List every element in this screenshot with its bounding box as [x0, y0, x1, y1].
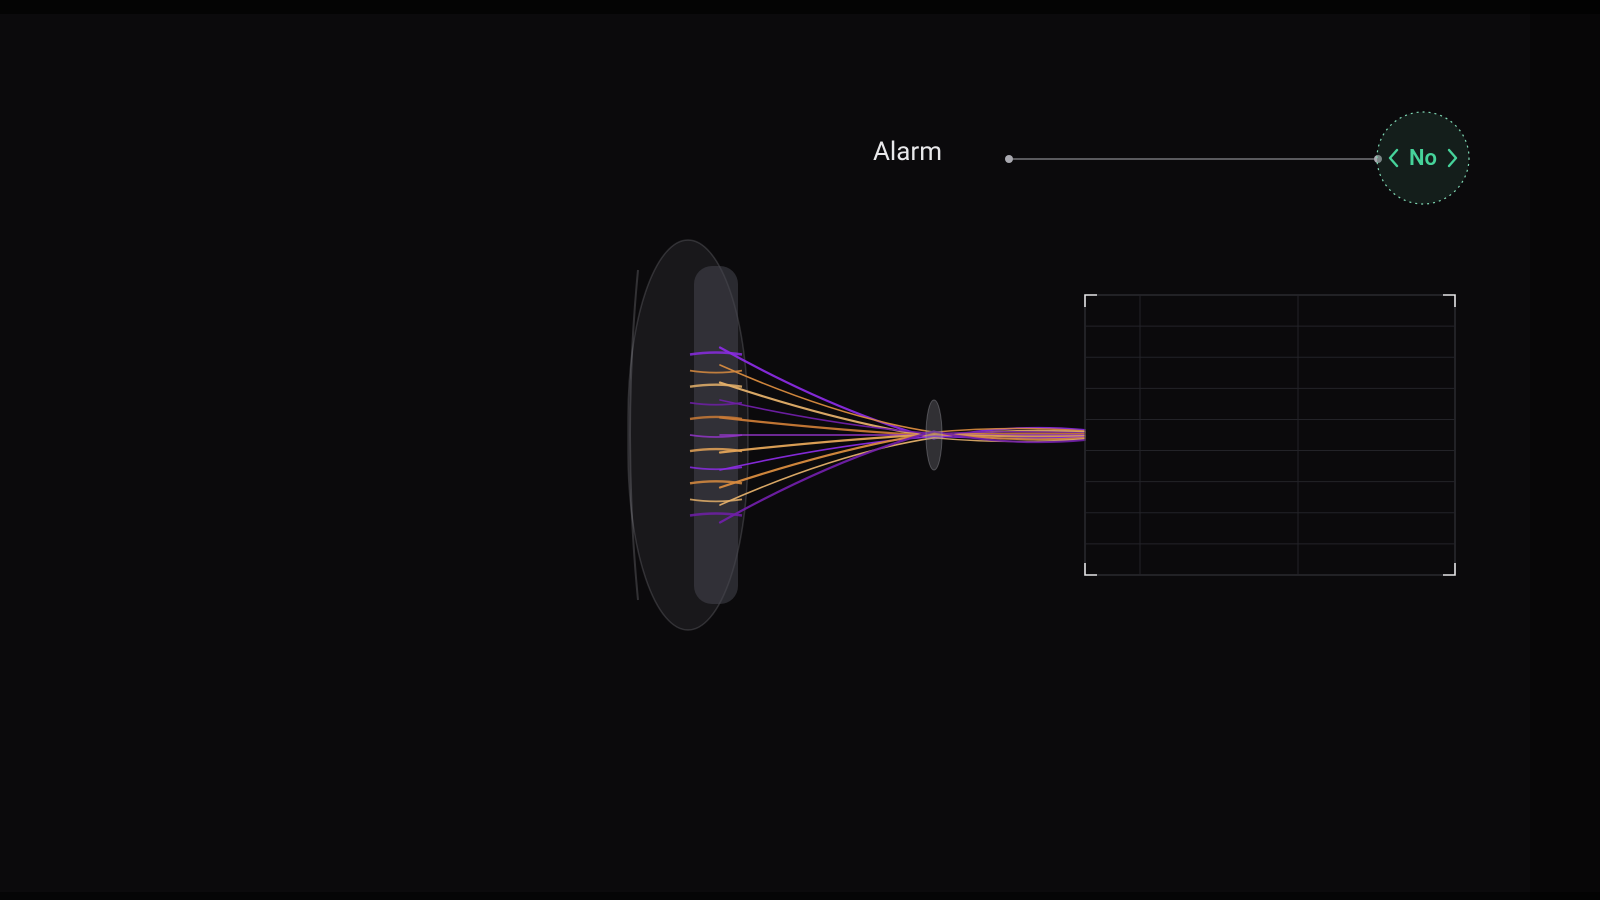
- vignette-bottom: [0, 892, 1600, 900]
- alarm-label: Alarm: [873, 137, 942, 167]
- vignette-right: [1530, 0, 1600, 900]
- vignette-top: [0, 0, 1600, 14]
- secondary-lens: [926, 400, 942, 470]
- alarm-selector[interactable]: No: [1377, 112, 1469, 204]
- selector-value: No: [1409, 146, 1437, 171]
